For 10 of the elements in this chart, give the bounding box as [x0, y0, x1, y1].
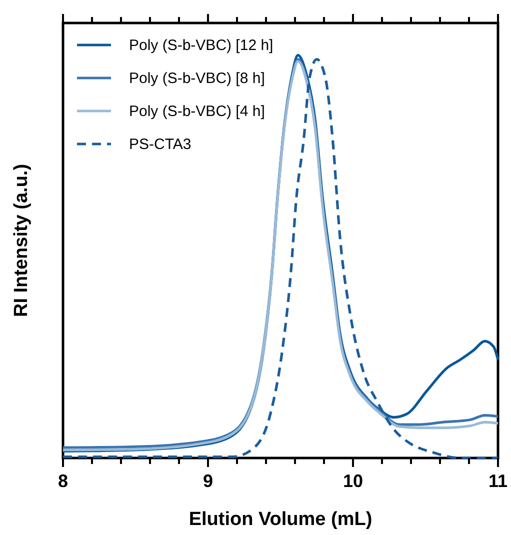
- legend-label: PS-CTA3: [129, 136, 192, 153]
- legend-label: Poly (S-b-VBC) [8 h]: [129, 70, 265, 87]
- legend-label: Poly (S-b-VBC) [4 h]: [129, 103, 265, 120]
- x-tick-label: 9: [202, 471, 214, 491]
- x-tick-label: 8: [58, 471, 68, 491]
- x-tick-label: 11: [488, 471, 508, 491]
- y-axis-title: RI Intensity (a.u.): [11, 164, 32, 318]
- x-axis-title: Elution Volume (mL): [188, 509, 372, 530]
- legend-label: Poly (S-b-VBC) [12 h]: [129, 37, 274, 54]
- x-tick-label: 10: [342, 471, 364, 491]
